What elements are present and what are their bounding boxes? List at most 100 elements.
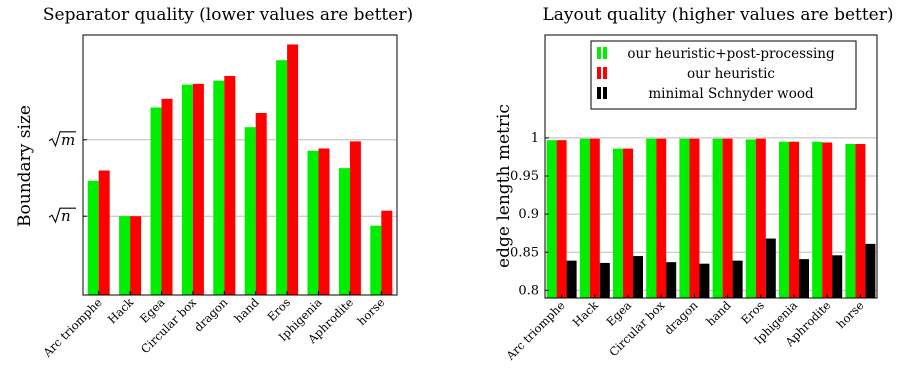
bar	[679, 138, 690, 298]
x-tick-label: Circular box	[138, 295, 199, 356]
bar	[832, 255, 843, 298]
bar	[276, 60, 288, 295]
bar	[98, 170, 110, 295]
bar	[755, 138, 766, 298]
bar	[192, 83, 204, 296]
x-tick-label: Arc triomphe	[40, 295, 105, 360]
y-axis-label: Boundary size	[15, 105, 35, 227]
legend-swatch	[597, 87, 601, 99]
bar	[181, 84, 193, 296]
bar	[150, 107, 162, 295]
y-tick-label: 0.95	[510, 169, 539, 184]
bar	[646, 138, 657, 298]
bar	[732, 260, 743, 298]
bar	[722, 138, 733, 298]
bar	[119, 216, 131, 295]
x-tick-label: Egea	[603, 298, 634, 329]
y-tick-label: n	[48, 207, 76, 225]
bar	[865, 243, 876, 298]
bar	[566, 260, 577, 298]
y-tick-label: 1	[531, 131, 539, 146]
bars	[87, 44, 393, 296]
bar	[318, 148, 330, 295]
x-tick-label: hand	[703, 298, 734, 329]
legend: our heuristic+post-processing our heurist…	[590, 40, 857, 110]
x-tick-label: horse	[355, 295, 388, 328]
plot-frame	[82, 34, 398, 296]
chart-title: Separator quality (lower values are bett…	[43, 5, 413, 25]
x-tick-label: Eros	[738, 298, 767, 327]
bar	[666, 262, 677, 298]
bar	[213, 80, 225, 296]
bar	[224, 75, 236, 295]
bar	[855, 144, 866, 298]
bar	[338, 168, 350, 295]
x-tick-label: dragon	[661, 298, 701, 338]
bar	[779, 141, 789, 298]
legend-swatch	[603, 67, 607, 79]
x-tick-label: dragon	[191, 295, 231, 335]
bar	[87, 180, 99, 295]
bar	[822, 142, 833, 298]
bar	[579, 138, 590, 298]
legend-entry: our heuristic	[687, 66, 775, 82]
bar	[556, 140, 567, 298]
bar	[799, 259, 809, 298]
bar	[599, 262, 610, 298]
bar	[349, 141, 361, 295]
y-tick-label: m	[48, 131, 76, 149]
legend-swatch	[597, 47, 601, 59]
y-tick-label: 0.85	[510, 245, 539, 260]
bar	[765, 238, 776, 298]
layout-quality-chart: Layout quality (higher values are better…	[494, 5, 894, 363]
y-tick-label: 0.8	[518, 283, 539, 298]
bar	[244, 127, 256, 295]
bar	[656, 138, 667, 298]
separator-quality-chart: Separator quality (lower values are bett…	[15, 5, 413, 360]
bar	[130, 216, 142, 295]
radical-sign	[48, 131, 76, 148]
y-tick-label-symbol: n	[61, 207, 71, 225]
bar	[381, 210, 393, 295]
bar	[370, 225, 382, 295]
bars	[546, 138, 876, 298]
plot-frame	[544, 34, 878, 299]
y-tick-labels: nm	[48, 131, 87, 225]
x-tick-label: Hack	[570, 297, 602, 329]
bar	[546, 140, 557, 298]
bar	[812, 141, 823, 298]
bar	[689, 138, 700, 298]
y-tick-label-symbol: m	[61, 131, 75, 149]
legend-swatch	[597, 67, 601, 79]
x-tick-label: Hack	[105, 294, 137, 326]
bar	[789, 141, 799, 298]
bar	[745, 139, 756, 298]
legend-entry: minimal Schnyder wood	[648, 86, 814, 102]
bar	[623, 148, 633, 298]
bar	[307, 150, 319, 295]
chart-title: Layout quality (higher values are better…	[542, 5, 893, 25]
bar	[589, 138, 600, 298]
y-tick-labels: 0.8 0.85 0.9 0.95 1	[510, 131, 549, 298]
legend-entry: our heuristic+post-processing	[627, 46, 835, 62]
bar	[633, 256, 643, 298]
bar	[699, 263, 710, 298]
x-tick-label: Arc triomphe	[503, 298, 568, 363]
legend-swatch	[603, 47, 607, 59]
bar	[255, 113, 267, 295]
x-tick-label: hand	[231, 295, 262, 326]
x-tick-label: horse	[834, 298, 867, 331]
legend-box	[590, 40, 857, 110]
radical-sign	[48, 207, 76, 224]
bar	[161, 98, 173, 296]
y-tick-label: 0.9	[518, 207, 539, 222]
bar	[845, 144, 856, 298]
bar	[712, 138, 723, 298]
legend-swatch	[603, 87, 607, 99]
bar	[287, 44, 299, 295]
bar	[613, 148, 623, 298]
y-axis-label: edge length metric	[494, 104, 514, 268]
